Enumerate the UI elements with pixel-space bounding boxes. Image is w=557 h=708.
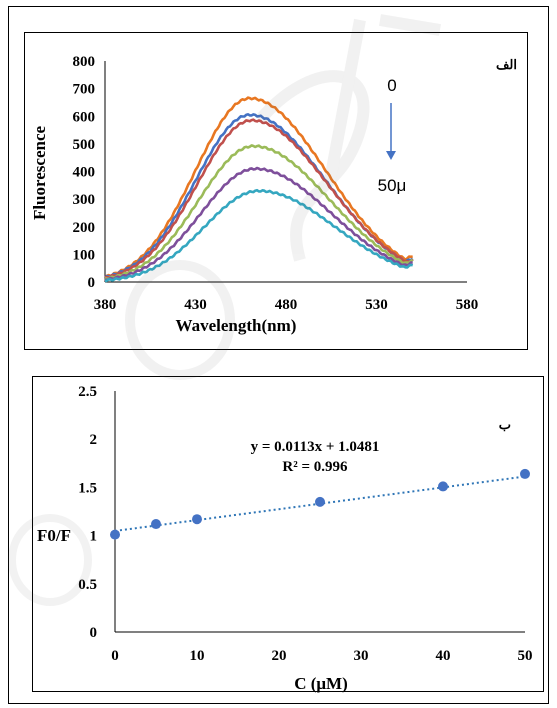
fluorescence-chart-svg: 0 100 200 300 400 500 600 700 800 380 430 480 530 580… <box>30 54 517 335</box>
chart-b-tick-labels: 0 0.5 1 1.5 2 2.5 0 10 20 30 40 50 <box>78 384 532 664</box>
trendline-equation: y = 0.0113x + 1.0481 <box>251 439 380 455</box>
y-tick-label: 700 <box>73 82 96 98</box>
data-point <box>192 514 202 525</box>
x-tick-label: 530 <box>365 297 388 313</box>
spectrum-series-line <box>104 188 414 283</box>
y-axis-title: F0/F <box>37 526 71 545</box>
spectrum-series-line <box>104 144 414 281</box>
y-tick-label: 300 <box>73 192 96 208</box>
chart-a-axes <box>104 61 467 283</box>
chart-a-tick-labels: 0 100 200 300 400 500 600 700 800 380 430 480 530 580 <box>73 54 479 313</box>
x-tick-label: 50 <box>518 648 533 664</box>
y-tick-label: 0 <box>90 625 98 641</box>
page-frame <box>8 6 549 704</box>
y-tick-label: 600 <box>73 109 96 125</box>
fluorescence-spectra-chart: 0 100 200 300 400 500 600 700 800 380 430 480 530 580… <box>24 32 528 350</box>
concentration-arrow-head <box>386 151 396 160</box>
y-tick-label: 200 <box>73 220 96 236</box>
x-tick-label: 10 <box>190 648 205 664</box>
spectrum-series-line <box>104 166 413 282</box>
y-tick-label: 400 <box>73 165 96 181</box>
panel-label-b: ب <box>499 417 511 432</box>
y-tick-label: 800 <box>73 54 96 70</box>
x-tick-label: 20 <box>272 648 287 664</box>
x-tick-label: 580 <box>456 297 479 313</box>
data-point <box>438 481 448 492</box>
data-point <box>110 529 120 540</box>
data-point <box>520 468 530 479</box>
chart-a-series <box>104 96 414 283</box>
data-point <box>315 496 325 507</box>
panel-label-a: الف <box>496 57 517 72</box>
x-tick-label: 0 <box>111 648 119 664</box>
y-tick-label: 0 <box>88 275 96 291</box>
x-axis-title: Wavelength(nm) <box>176 316 297 335</box>
x-tick-label: 40 <box>436 648 451 664</box>
x-tick-label: 430 <box>184 297 207 313</box>
spectrum-series-line <box>104 96 413 279</box>
data-point <box>151 519 161 530</box>
annotation-end-concentration: 50μ <box>378 176 407 195</box>
annotation-start-concentration: 0 <box>387 76 396 95</box>
y-tick-label: 0.5 <box>78 577 97 593</box>
y-tick-label: 2.5 <box>78 384 97 400</box>
x-tick-label: 30 <box>354 648 369 664</box>
y-tick-label: 1 <box>90 529 98 545</box>
y-tick-label: 2 <box>90 432 98 448</box>
chart-b-points <box>110 468 530 540</box>
y-tick-label: 500 <box>73 137 96 153</box>
x-tick-label: 480 <box>275 297 298 313</box>
y-tick-label: 1.5 <box>78 480 97 496</box>
y-tick-label: 100 <box>73 247 96 263</box>
stern-volmer-chart-svg: 0 0.5 1 1.5 2 2.5 0 10 20 30 40 50 C (μM) F0/F ب y … <box>37 384 533 693</box>
stern-volmer-chart: 0 0.5 1 1.5 2 2.5 0 10 20 30 40 50 C (μM) F0/F ب y … <box>32 376 544 693</box>
x-axis-title: C (μM) <box>294 674 348 693</box>
x-tick-label: 380 <box>94 297 117 313</box>
chart-b-axes <box>114 391 525 633</box>
spectrum-series-line <box>104 118 414 279</box>
y-axis-title: Fluorescence <box>30 126 49 221</box>
r-squared-label: R² = 0.996 <box>282 459 348 475</box>
